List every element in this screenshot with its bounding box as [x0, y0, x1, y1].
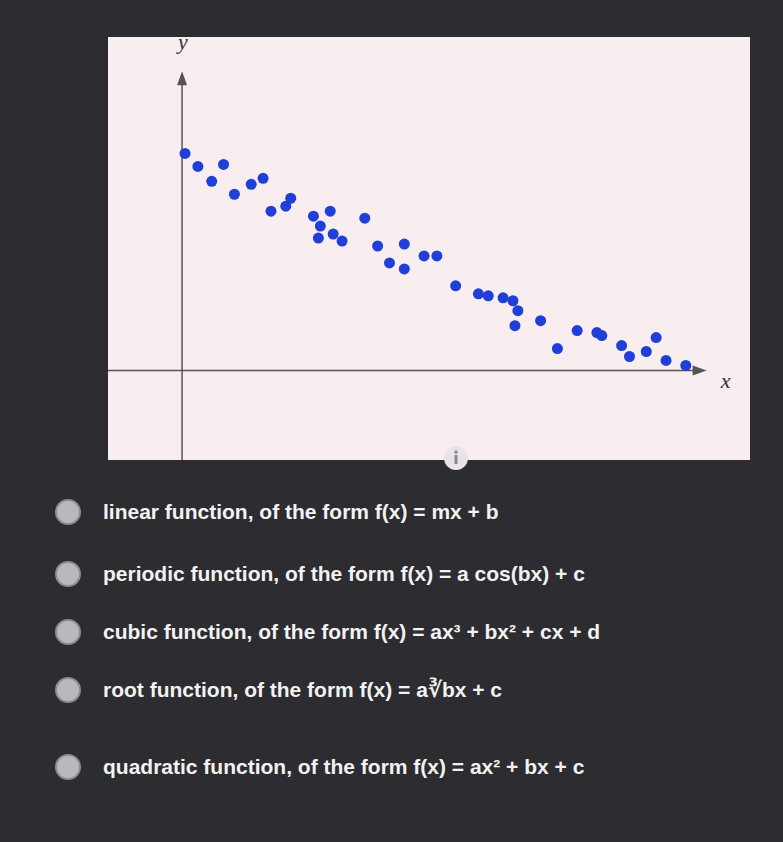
- svg-text:y: y: [176, 37, 188, 54]
- html-text:root function, of the form f(x: root function, of the form f(x) = a∛bx +…: [103, 678, 502, 701]
- svg-text:x: x: [720, 368, 731, 393]
- html-text:linear function, of the form f: linear function, of the form f(x) = mx +…: [103, 500, 499, 523]
- html-text:cubic function, of the form f(: cubic function, of the form f(x) = ax³ +…: [103, 620, 601, 643]
- html-text:periodic function, of the form: periodic function, of the form f(x) = a …: [103, 562, 585, 585]
- html-text:quadratic function, of the for: quadratic function, of the form f(x) = a…: [103, 755, 585, 778]
